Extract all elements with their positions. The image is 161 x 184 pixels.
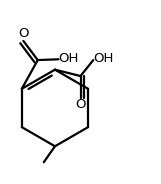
Text: OH: OH [59, 52, 79, 65]
Text: O: O [75, 98, 86, 111]
Text: O: O [18, 27, 29, 40]
Text: OH: OH [94, 52, 114, 65]
